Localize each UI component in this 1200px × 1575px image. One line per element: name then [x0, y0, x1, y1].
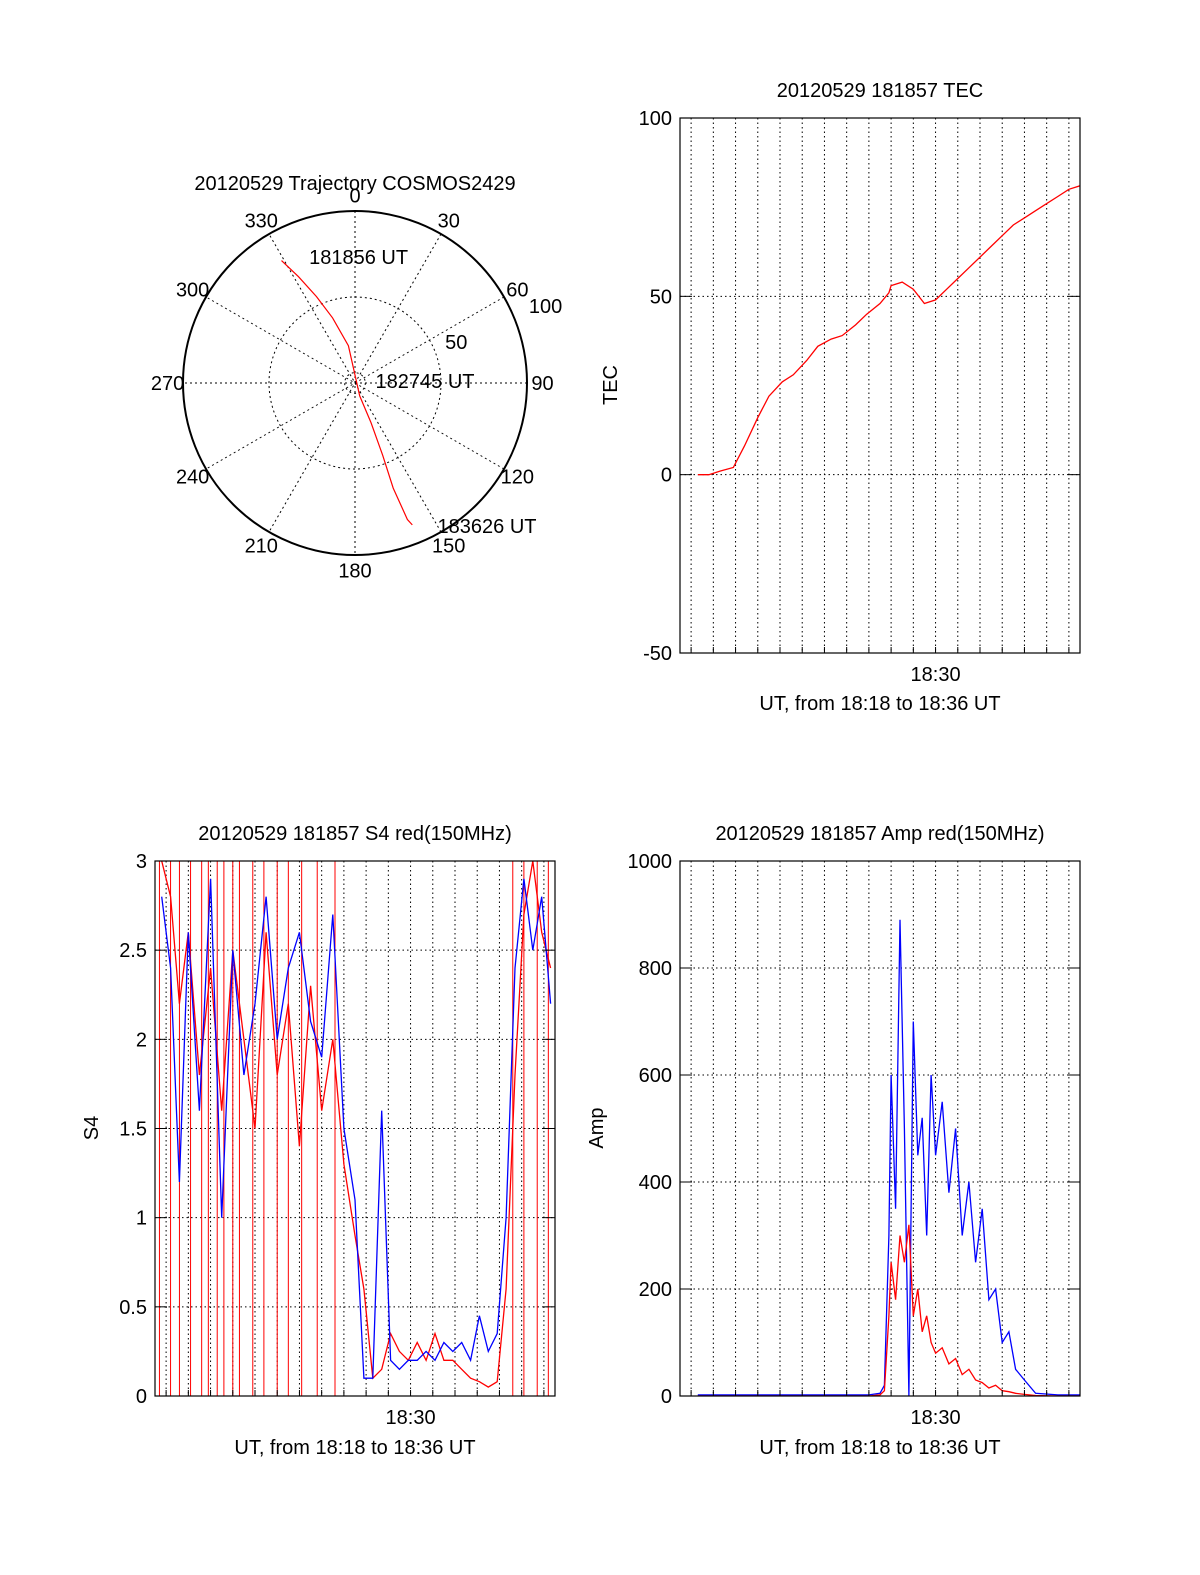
y-tick-label: 1.5	[119, 1119, 147, 1141]
y-tick-label: 2.5	[119, 940, 147, 962]
plot-frame	[679, 860, 1081, 1397]
series-group	[697, 919, 1080, 1396]
tec-title: 20120529 181857 TEC	[777, 80, 983, 102]
polar-angle-label: 0	[349, 186, 360, 208]
y-tick-label: 0	[661, 465, 672, 487]
amp-title: 20120529 181857 Amp red(150MHz)	[715, 823, 1044, 845]
series-group	[697, 185, 1080, 476]
polar-angle-label: 240	[176, 467, 209, 489]
y-tick-label: 50	[650, 286, 672, 308]
y-tick-label: 600	[639, 1065, 672, 1087]
y-tick-label: 100	[639, 108, 672, 130]
series-line-blue	[161, 878, 552, 1379]
polar-angle-label: 180	[338, 560, 371, 582]
polar-ring-labels: 50 100	[445, 296, 562, 354]
polar-angle-label: 120	[501, 467, 534, 489]
y-tick-label: 400	[639, 1172, 672, 1194]
polar-ring-label: 100	[529, 296, 562, 318]
polar-grid-spoke	[268, 233, 442, 533]
trajectory-time-label: 181856 UT	[309, 247, 408, 269]
x-tick-label: 18:30	[911, 1407, 961, 1429]
panel-s4: 20120529 181857 S4 red(150MHz) 0 0.5 1 1.5 2…	[81, 823, 556, 1459]
polar-angle-label: 30	[438, 211, 460, 233]
y-tick-label: 800	[639, 958, 672, 980]
series-line-red	[161, 861, 552, 1388]
y-tick-label: 0.5	[119, 1297, 147, 1319]
amp-ylabel: Amp	[586, 1107, 608, 1148]
series-line-blue	[697, 919, 1080, 1396]
y-tick-label: 0	[136, 1386, 147, 1408]
y-tick-label: -50	[643, 643, 672, 665]
polar-series	[281, 260, 413, 526]
series-line-red	[697, 185, 1080, 476]
amp-plot-area: 0 200 400 600 800 1000 18:30	[628, 851, 1081, 1429]
polar-angle-label: 270	[151, 373, 184, 395]
polar-ring-label: 50	[445, 332, 467, 354]
polar-angle-label: 60	[506, 279, 528, 301]
polar-angle-label: 330	[245, 211, 278, 233]
tec-plot-area: -50 0 50 100 18:30	[639, 108, 1081, 686]
s4-title: 20120529 181857 S4 red(150MHz)	[198, 823, 512, 845]
panel-trajectory: 20120529 Trajectory COSMOS2429 0 30 60 90 12…	[151, 173, 562, 582]
polar-angle-label: 90	[531, 373, 553, 395]
trajectory-title: 20120529 Trajectory COSMOS2429	[194, 173, 515, 195]
trajectory-time-label: 183626 UT	[438, 516, 537, 538]
y-tick-label: 2	[136, 1029, 147, 1051]
plot-frame	[679, 117, 1081, 654]
tec-xlabel: UT, from 18:18 to 18:36 UT	[759, 693, 1000, 715]
series-line-red	[697, 1224, 1080, 1396]
panel-tec: 20120529 181857 TEC -50 0 50 100 18:30 UT, f…	[600, 80, 1081, 715]
y-tick-label: 200	[639, 1279, 672, 1301]
amp-xlabel: UT, from 18:18 to 18:36 UT	[759, 1437, 1000, 1459]
series-group	[161, 861, 552, 1388]
s4-xlabel: UT, from 18:18 to 18:36 UT	[234, 1437, 475, 1459]
polar-angle-label: 150	[432, 535, 465, 557]
polar-angle-label: 300	[176, 279, 209, 301]
polar-angle-labels: 0 30 60 90 120 150 180 210 240 270 300 330	[151, 186, 554, 583]
tec-ylabel: TEC	[600, 365, 622, 405]
polar-angle-label: 210	[245, 535, 278, 557]
polar-grid	[182, 210, 528, 556]
s4-ylabel: S4	[81, 1116, 103, 1140]
y-tick-label: 0	[661, 1386, 672, 1408]
s4-plot-area: 0 0.5 1 1.5 2 2.5 3 18:30	[119, 851, 556, 1429]
panel-amp: 20120529 181857 Amp red(150MHz) 0 200 400 6…	[586, 823, 1081, 1459]
polar-annotations: 181856 UT 182745 UT 183626 UT	[309, 247, 536, 538]
trajectory-line	[281, 260, 413, 526]
trajectory-time-label: 182745 UT	[376, 371, 475, 393]
y-tick-label: 1000	[628, 851, 673, 873]
x-tick-label: 18:30	[386, 1407, 436, 1429]
x-tick-label: 18:30	[911, 664, 961, 686]
y-tick-label: 1	[136, 1208, 147, 1230]
y-tick-label: 3	[136, 851, 147, 873]
